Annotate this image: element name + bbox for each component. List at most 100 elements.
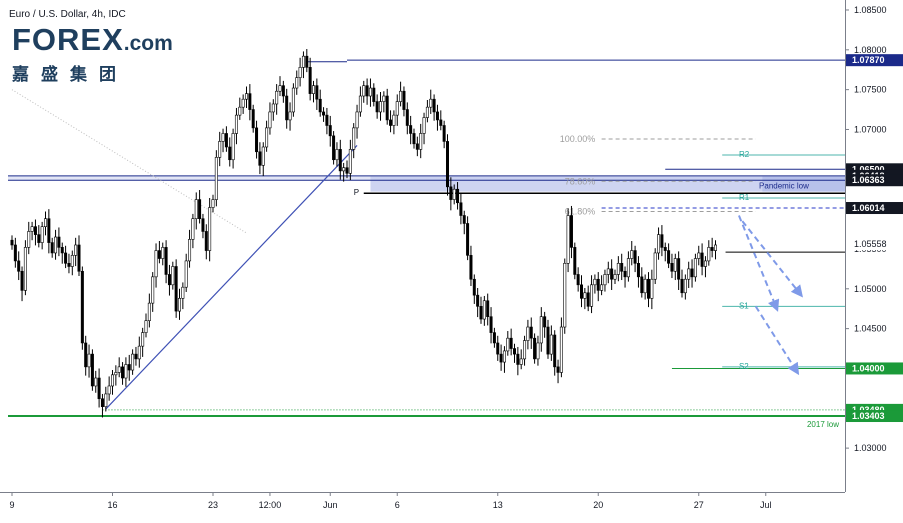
candle	[405, 109, 409, 126]
time-tick-label: 13	[493, 500, 503, 510]
candle	[100, 398, 104, 407]
candle	[231, 133, 235, 161]
trendline-resistance	[11, 89, 247, 234]
candle	[97, 377, 101, 400]
candle	[546, 326, 550, 355]
price-tick-label: 1.08000	[854, 45, 887, 55]
candle	[54, 236, 58, 254]
candle	[489, 316, 493, 333]
time-tick-label: 9	[9, 500, 14, 510]
candle	[104, 393, 108, 407]
candle	[157, 250, 161, 259]
candle	[556, 366, 560, 373]
candle	[198, 199, 202, 219]
candle	[569, 215, 573, 248]
candle	[378, 101, 382, 113]
candle	[325, 114, 329, 126]
candle	[43, 218, 47, 227]
candle	[117, 366, 121, 373]
candle	[415, 143, 419, 150]
fib-label: 100.00%	[560, 134, 596, 144]
candle	[445, 141, 449, 188]
candle	[533, 337, 537, 360]
candle	[238, 106, 242, 116]
candle	[111, 374, 115, 387]
candle	[77, 244, 81, 272]
candle	[459, 202, 463, 216]
candle	[690, 268, 694, 278]
candle	[141, 332, 145, 347]
candle	[224, 133, 228, 148]
candle	[167, 274, 171, 286]
time-tick-label: 6	[395, 500, 400, 510]
candle	[368, 87, 372, 97]
candle	[683, 278, 687, 294]
candle	[107, 385, 111, 395]
candle	[663, 247, 667, 251]
candle	[539, 316, 543, 344]
candle	[358, 95, 362, 113]
candle	[382, 95, 386, 102]
candle	[439, 119, 443, 126]
candle	[194, 199, 198, 219]
candle	[60, 247, 64, 254]
candle	[64, 252, 68, 264]
candle	[245, 93, 249, 100]
annotation-pandemic-low: Pandemic low	[759, 181, 809, 190]
candle	[519, 358, 523, 365]
candle	[610, 268, 614, 280]
candle	[392, 114, 396, 126]
candle	[549, 334, 553, 355]
candle	[472, 278, 476, 296]
candle	[258, 151, 262, 166]
candle	[449, 186, 453, 200]
candle	[596, 278, 600, 291]
candle	[127, 364, 131, 371]
candle	[268, 111, 272, 129]
pivot-label-s1: S1	[739, 301, 749, 310]
candle	[677, 258, 681, 280]
candle	[30, 226, 34, 232]
candle	[456, 188, 460, 204]
price-tick-label: 1.07500	[854, 85, 887, 95]
candle	[435, 111, 439, 121]
candle	[204, 231, 208, 251]
candle	[328, 125, 332, 137]
candle	[643, 278, 647, 294]
candle	[47, 218, 51, 243]
candle	[502, 350, 506, 363]
candle	[318, 98, 322, 113]
candle	[409, 125, 413, 134]
candle	[616, 263, 620, 275]
pivot-label-p: P	[354, 188, 359, 197]
candle	[281, 85, 285, 97]
candle	[623, 270, 627, 278]
fib-label: 78.60%	[565, 176, 596, 186]
candle	[710, 247, 714, 251]
candle	[278, 85, 282, 92]
candle	[429, 98, 433, 108]
candle	[412, 133, 416, 145]
candle	[626, 258, 630, 278]
price-label: 1.04000	[852, 363, 885, 373]
candle	[121, 366, 125, 379]
candle	[315, 85, 319, 100]
candle	[271, 103, 275, 113]
candle	[389, 119, 393, 126]
time-tick-label: Jul	[760, 500, 772, 510]
candle	[620, 263, 624, 272]
candle	[516, 353, 520, 365]
candle	[646, 278, 650, 299]
candle	[640, 276, 644, 294]
candle	[680, 278, 684, 294]
candle	[657, 234, 661, 254]
projection-arrow	[741, 220, 803, 298]
candle	[265, 127, 269, 148]
candle	[80, 270, 84, 344]
candle	[298, 67, 302, 78]
candle	[667, 250, 671, 264]
price-label: 1.07870	[852, 55, 885, 65]
candle	[579, 284, 583, 299]
